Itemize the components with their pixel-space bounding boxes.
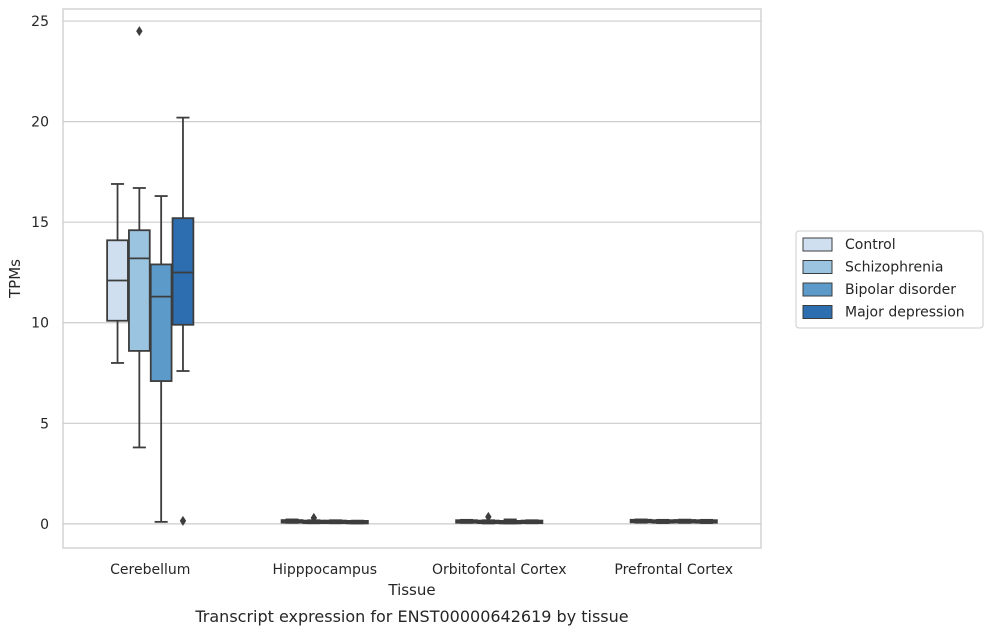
- box-element: [128, 26, 151, 449]
- chart-caption: Transcript expression for ENST0000064261…: [194, 607, 628, 626]
- box-element: [520, 519, 544, 525]
- box-element: [171, 116, 195, 526]
- y-axis-ticks: 0 5 10 15 20 25: [31, 14, 49, 533]
- box-element: [695, 518, 718, 524]
- box-element: [477, 511, 500, 525]
- iqr-box: [171, 217, 195, 326]
- box-series-layer: [106, 26, 718, 526]
- box-element: [455, 518, 478, 524]
- box-element: [280, 518, 304, 524]
- box-element: [629, 518, 653, 524]
- box-element: [106, 183, 129, 364]
- legend-item: Major depression: [802, 305, 965, 321]
- legend-label: Schizophrenia: [845, 260, 943, 276]
- legend-swatch: [802, 237, 833, 252]
- box-element: [346, 519, 369, 525]
- outlier-point: [485, 511, 492, 522]
- box-element: [651, 518, 675, 524]
- y-tick-label: 25: [31, 14, 49, 30]
- legend-label: Bipolar disorder: [845, 282, 956, 298]
- outlier-point: [310, 512, 318, 523]
- x-tick-label: Prefrontal Cortex: [614, 562, 733, 578]
- box-element: [149, 195, 173, 523]
- x-axis-label: Tissue: [387, 581, 435, 599]
- legend-swatch: [802, 260, 833, 274]
- box-element: [498, 518, 522, 525]
- legend-frame: [795, 230, 984, 329]
- outlier-point: [136, 26, 143, 37]
- y-tick-label: 10: [31, 316, 49, 332]
- box-element: [302, 512, 326, 525]
- box-element: [324, 519, 347, 525]
- plot-area-frame: [62, 8, 762, 549]
- legend-item: Schizophrenia: [802, 260, 943, 276]
- iqr-box: [149, 263, 173, 382]
- x-axis-ticks: Cerebellum Hipppocampus Orbitofontal Corte…: [110, 562, 733, 578]
- legend-label: Control: [845, 237, 896, 253]
- y-axis-label: TPMs: [6, 259, 24, 299]
- iqr-box: [128, 229, 151, 352]
- legend-item: Control: [802, 237, 896, 253]
- y-tick-label: 5: [40, 416, 49, 432]
- y-tick-label: 0: [40, 517, 49, 533]
- legend-label: Major depression: [845, 305, 965, 321]
- outlier-point: [179, 515, 187, 526]
- x-tick-label: Cerebellum: [110, 562, 190, 578]
- legend-swatch: [802, 305, 833, 319]
- legend: Control Schizophrenia Bipolar disorder Majo…: [795, 230, 984, 329]
- y-tick-label: 15: [31, 215, 49, 231]
- legend-item: Bipolar disorder: [802, 282, 956, 298]
- x-tick-label: Orbitofontal Cortex: [432, 562, 567, 578]
- x-tick-label: Hipppocampus: [272, 562, 377, 578]
- box-element: [673, 518, 696, 524]
- y-tick-label: 20: [31, 115, 49, 131]
- legend-swatch: [802, 282, 833, 297]
